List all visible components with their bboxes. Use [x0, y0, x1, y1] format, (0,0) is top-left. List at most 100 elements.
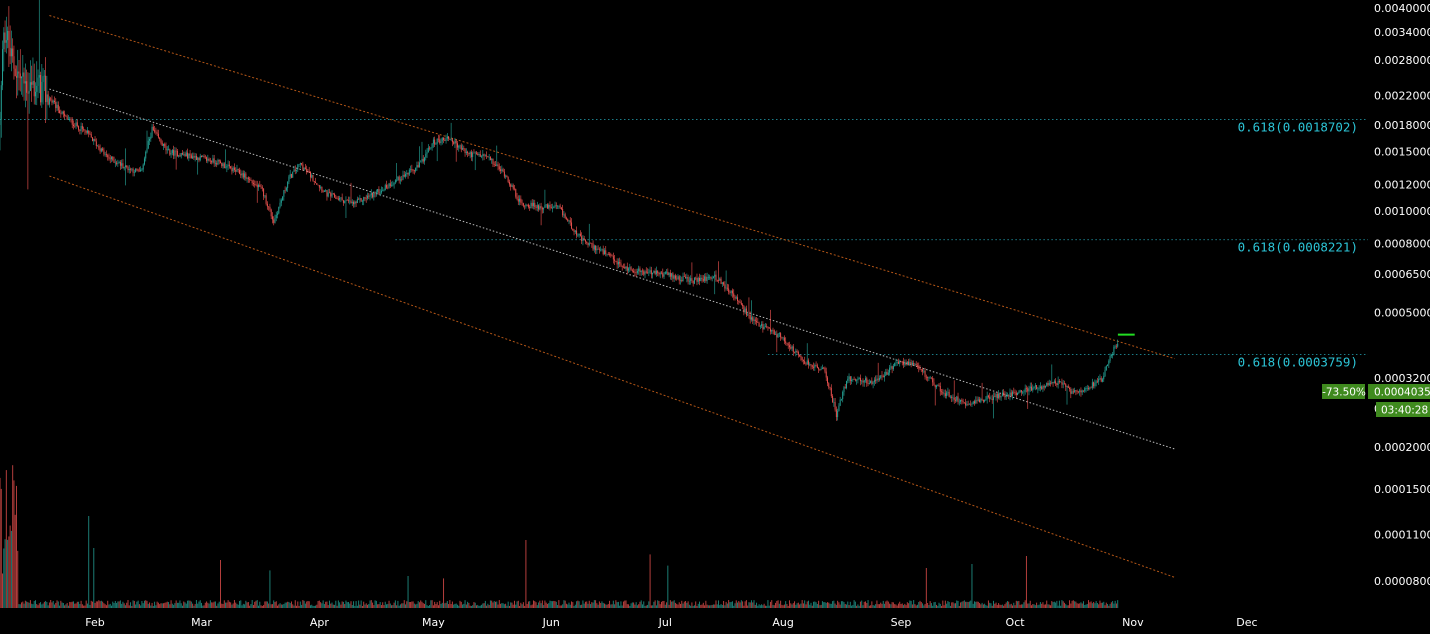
volume-bar: [804, 600, 806, 608]
volume-bar: [1060, 605, 1062, 608]
candle-body: [554, 205, 556, 208]
candle-body: [339, 197, 341, 200]
candle-body: [968, 403, 970, 405]
volume-bar: [1009, 604, 1011, 608]
candle-body: [10, 48, 12, 57]
candle-body: [870, 380, 872, 384]
candle-body: [899, 361, 901, 364]
volume-bar: [578, 601, 580, 608]
candle-body: [802, 360, 804, 361]
volume-bar: [121, 603, 123, 608]
candle-body: [824, 367, 826, 372]
volume-bar: [704, 605, 706, 608]
candle-body: [1098, 379, 1100, 382]
volume-bar: [669, 600, 671, 608]
volume-bar: [554, 601, 556, 608]
candle-body: [934, 385, 936, 388]
candle-body: [232, 167, 234, 172]
candle-body: [735, 297, 737, 299]
candle-body: [982, 399, 984, 402]
candle-body: [489, 157, 491, 161]
candle-body: [634, 272, 636, 273]
candle-body: [297, 164, 299, 170]
candle-body: [857, 378, 859, 381]
volume-bar: [1080, 602, 1082, 608]
volume-bar: [416, 603, 418, 608]
volume-bar: [852, 604, 854, 608]
volume-bar: [995, 602, 997, 608]
candle-body: [669, 272, 671, 277]
volume-bar: [967, 602, 969, 608]
volume-bar: [512, 604, 514, 608]
candle-body: [1115, 346, 1117, 348]
candle-body: [858, 377, 860, 379]
volume-bar: [72, 601, 74, 608]
volume-bar: [149, 602, 151, 608]
candle-body: [135, 168, 137, 173]
volume-bar: [807, 600, 809, 608]
volume-bar: [4, 539, 6, 608]
volume-bar: [701, 604, 703, 608]
candle-body: [787, 343, 789, 346]
candle-body: [801, 357, 803, 361]
volume-bar: [1050, 605, 1052, 608]
volume-bar: [971, 564, 973, 608]
candle-body: [1107, 364, 1109, 367]
volume-bar: [152, 605, 154, 608]
candle-body: [137, 169, 139, 172]
volume-bar: [738, 601, 740, 608]
candle-body: [680, 279, 681, 281]
volume-bar: [195, 600, 197, 608]
candle-body: [171, 150, 173, 154]
volume-bar: [881, 603, 883, 608]
candle-body: [289, 174, 291, 177]
candle-body: [610, 254, 612, 256]
candle-body: [475, 152, 477, 154]
volume-bar: [408, 602, 410, 608]
candle-body: [865, 378, 867, 381]
candle-body: [72, 124, 74, 127]
candle-body: [7, 30, 9, 41]
volume-bar: [984, 603, 986, 608]
candle-body: [149, 138, 151, 141]
volume-bar: [791, 604, 793, 608]
volume-bar: [533, 600, 535, 608]
candle-body: [645, 271, 647, 273]
candle-body: [2, 49, 4, 86]
volume-bar: [645, 605, 647, 608]
candle-body: [838, 405, 840, 412]
candle-body: [725, 287, 727, 289]
candle-body: [1038, 388, 1040, 389]
candle-body: [239, 169, 241, 174]
volume-bar: [145, 600, 147, 608]
candle-body: [219, 161, 221, 163]
volume-bar: [131, 605, 133, 608]
volume-bar: [1000, 604, 1002, 608]
candle-body: [398, 176, 400, 181]
volume-bar: [730, 601, 732, 608]
volume-bar: [887, 601, 889, 608]
volume-bar: [93, 548, 95, 608]
volume-bar: [837, 600, 839, 608]
volume-bar: [269, 570, 271, 608]
volume-bar: [209, 600, 211, 608]
candle-body: [861, 380, 863, 382]
volume-bar: [567, 604, 569, 608]
candle-body: [707, 276, 709, 278]
volume-bar: [686, 602, 688, 608]
volume-bar: [584, 601, 586, 608]
fib-level-label: 0.618(0.0008221): [1238, 240, 1358, 255]
candle-body: [644, 271, 646, 275]
channel-upper-line: [49, 15, 1175, 360]
candle-body: [952, 397, 954, 399]
candle-body: [41, 81, 43, 103]
candle-body: [354, 201, 356, 205]
candle-body: [897, 361, 899, 364]
candle-body: [384, 185, 386, 191]
candle-body: [541, 208, 543, 210]
candle-body: [341, 197, 343, 201]
volume-bar: [108, 604, 110, 608]
volume-bar: [563, 600, 565, 608]
candle-body: [45, 75, 47, 103]
candle-body: [875, 379, 877, 381]
